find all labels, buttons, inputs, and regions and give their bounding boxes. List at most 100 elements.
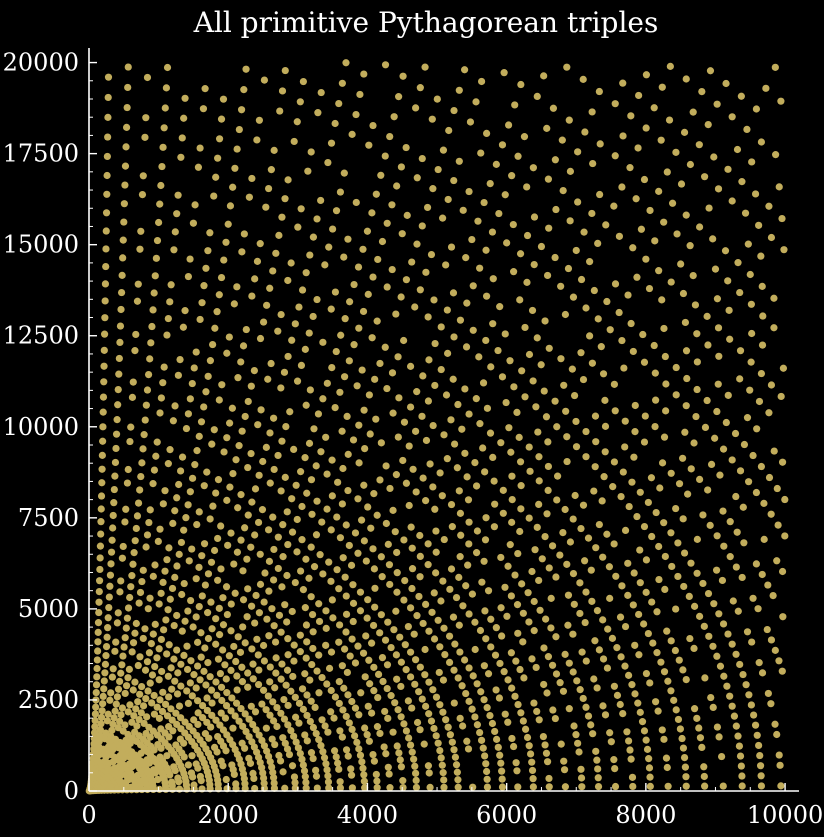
data-point [114,724,122,732]
data-point [178,453,187,461]
data-point [411,303,419,311]
data-point [476,264,484,272]
data-point [222,702,231,710]
data-point [227,707,235,715]
data-point [590,286,598,295]
data-point [755,741,763,750]
data-point [253,635,261,643]
data-point [110,714,118,722]
data-point [203,468,211,476]
data-point [232,657,240,666]
data-point [341,373,349,381]
data-point [525,350,534,359]
data-point [131,537,139,545]
data-point [473,680,481,688]
data-point [100,685,108,693]
data-point [471,618,479,626]
data-point [184,699,192,708]
data-point [662,754,671,762]
data-point [530,597,538,606]
data-point [212,678,220,686]
data-point [131,728,139,736]
data-point [124,83,132,92]
data-point [133,722,141,730]
data-point [279,521,287,529]
data-point [138,682,146,691]
data-point [144,370,153,379]
data-point [202,388,210,396]
data-point [360,537,368,545]
data-point [288,336,296,344]
data-point [504,676,512,684]
data-point [651,423,659,431]
data-point [167,664,175,672]
data-point [728,640,736,648]
data-point [464,496,473,504]
data-point [535,477,543,485]
data-point [201,85,209,93]
data-point [301,345,309,353]
data-point [399,783,407,792]
data-point [111,707,119,715]
data-point [270,784,279,792]
data-point [271,638,280,646]
data-point [350,280,358,289]
data-point [253,136,261,144]
data-point [759,312,767,320]
data-point [141,416,149,424]
data-point [159,379,167,387]
data-point [578,648,586,656]
data-point [244,511,252,519]
data-point [517,80,525,89]
data-point [719,445,728,453]
data-point [155,785,164,793]
data-point [212,640,220,648]
data-point [599,616,607,624]
data-point [111,472,119,480]
data-point [195,603,203,611]
data-point [94,628,102,636]
data-point [624,291,632,299]
data-point [530,699,538,707]
data-point [429,686,437,694]
data-point [354,495,362,503]
data-point [520,674,528,682]
data-point [437,365,445,374]
data-point [130,712,138,720]
data-point [324,158,332,167]
data-point [408,258,416,266]
data-point [611,280,620,288]
data-point [133,297,142,305]
data-point [313,497,321,505]
data-point [339,464,347,473]
data-point [469,783,477,791]
data-point [287,687,295,695]
data-point [521,393,529,401]
data-point [547,594,555,602]
data-point [737,92,745,100]
data-point [528,306,537,315]
data-point [672,504,680,513]
data-point [533,523,541,531]
data-point [355,745,363,753]
data-point [663,627,671,635]
data-point [97,530,105,538]
data-point [214,154,222,162]
y-tick-label: 17500 [3,140,79,168]
data-point [360,771,368,779]
data-point [149,572,157,580]
data-point [331,288,340,296]
data-point [431,339,439,348]
data-point [262,203,270,211]
data-point [240,86,248,94]
data-point [408,565,417,573]
data-point [412,488,420,496]
data-point [734,259,742,267]
data-point [195,432,203,440]
data-point [324,728,332,736]
data-point [678,734,686,743]
data-point [364,702,372,710]
data-point [151,561,159,569]
data-point [116,717,124,726]
data-point [135,599,143,607]
